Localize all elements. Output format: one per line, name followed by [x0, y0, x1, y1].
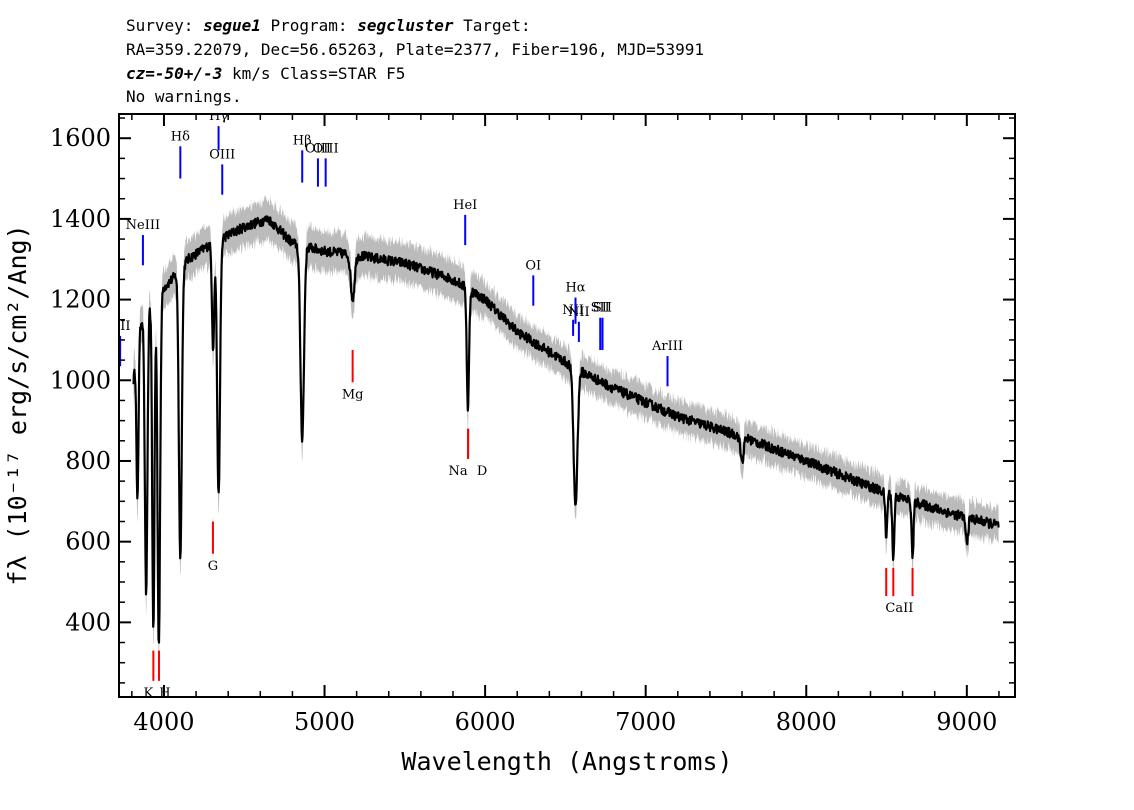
y-tick-label: 1600	[50, 124, 111, 152]
x-tick-label: 7000	[615, 708, 676, 736]
absorption-label: H	[159, 686, 170, 701]
absorption-label: Mg	[342, 387, 364, 402]
y-tick-label: 800	[65, 447, 111, 475]
plot-frame	[118, 113, 1016, 698]
x-axis-title: Wavelength (Angstroms)	[401, 747, 732, 776]
header-line-2: RA=359.22079, Dec=56.65263, Plate=2377, …	[126, 40, 704, 59]
absorption-label: K	[144, 686, 154, 701]
emission-label: NII	[562, 303, 584, 318]
emission-label: SII	[593, 301, 612, 316]
absorption-label: Na	[449, 464, 468, 479]
emission-label: NeIII	[126, 218, 160, 233]
y-tick-label: 600	[65, 528, 111, 556]
emission-label: Hγ	[209, 109, 228, 124]
y-tick-label: 1000	[50, 366, 111, 394]
flux-layer	[132, 215, 1000, 644]
x-tick-label: 8000	[776, 708, 837, 736]
x-tick-label: 4000	[133, 708, 194, 736]
header-line-4: No warnings.	[126, 87, 242, 106]
emission-label: Hβ	[293, 133, 312, 148]
spectrum-header: Survey: segue1 Program: segcluster Targe…	[126, 16, 704, 106]
absorption-label: G	[208, 559, 218, 574]
emission-label: SII	[591, 301, 610, 316]
emission-label: NII	[568, 305, 590, 320]
emission-label: OIII	[209, 147, 235, 162]
absorption-label: D	[477, 464, 487, 479]
flux-line	[132, 215, 1000, 644]
y-tick-label: 1400	[50, 205, 111, 233]
emission-label: Hα	[565, 281, 585, 296]
absorption-label: CaII	[885, 601, 913, 616]
x-tick-label: 5000	[294, 708, 355, 736]
error-band-layer	[133, 194, 999, 666]
y-tick-label: 1200	[50, 286, 111, 314]
emission-label: OIII	[305, 141, 331, 156]
header-line-3: cz=-50+/-3 km/s Class=STAR F5	[126, 64, 405, 83]
y-tick-label: 400	[65, 608, 111, 636]
y-axis-title: fλ (10⁻¹⁷ erg/s/cm²/Ang)	[3, 224, 32, 585]
emission-label: Hδ	[171, 129, 190, 144]
emission-label: OII	[110, 319, 131, 334]
emission-label: OIII	[313, 141, 339, 156]
header-line-1: Survey: segue1 Program: segcluster Targe…	[126, 16, 531, 35]
x-tick-label: 9000	[936, 708, 997, 736]
x-tick-label: 6000	[455, 708, 516, 736]
error-band	[133, 194, 999, 666]
emission-label: HeI	[453, 198, 477, 213]
emission-label: OI	[525, 258, 541, 273]
axis-ticks: 4000 5000 6000 7000 8000 9000 400 600 800 1000 120…	[50, 114, 1015, 736]
emission-label: ArIII	[651, 339, 683, 354]
